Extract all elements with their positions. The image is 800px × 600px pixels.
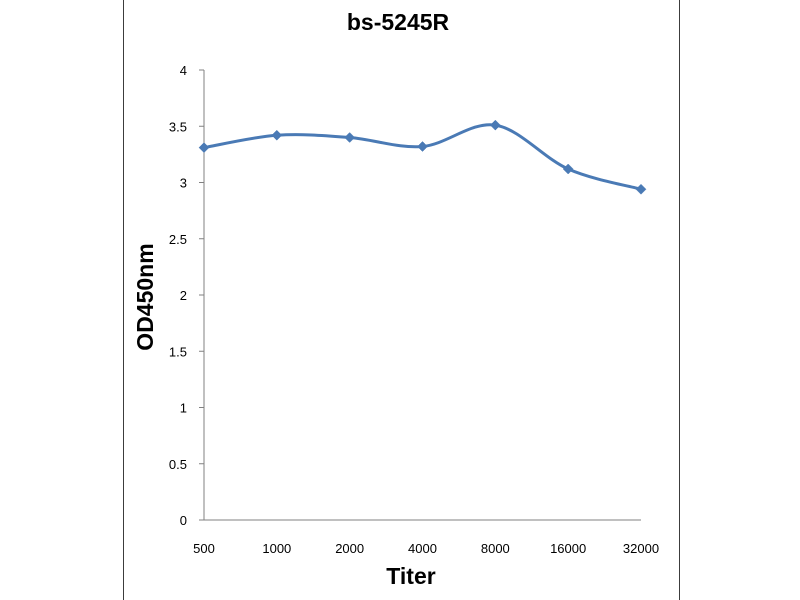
- chart-title: bs-5245R: [347, 9, 450, 35]
- y-axis-ticks: 0 0.5 1 1.5 2 2.5 3 3.5 4: [169, 63, 204, 528]
- x-tick-label: 1000: [262, 541, 291, 556]
- data-point-marker: [271, 129, 283, 141]
- series-group: [198, 119, 647, 195]
- y-tick-label: 3: [180, 176, 187, 191]
- y-axis-title: OD450nm: [132, 243, 158, 350]
- x-axis-ticks: 500 1000 2000 4000 8000 16000 32000: [193, 541, 659, 556]
- x-tick-label: 2000: [335, 541, 364, 556]
- y-tick-label: 1: [180, 401, 187, 416]
- data-point-marker: [489, 119, 501, 131]
- x-tick-label: 500: [193, 541, 215, 556]
- axes: [203, 70, 641, 521]
- y-tick-label: 3.5: [169, 119, 187, 134]
- x-tick-label: 4000: [408, 541, 437, 556]
- y-tick-label: 0: [180, 513, 187, 528]
- x-axis-title: Titer: [386, 563, 435, 589]
- y-tick-label: 2: [180, 288, 187, 303]
- y-tick-label: 2.5: [169, 232, 187, 247]
- x-tick-label: 32000: [623, 541, 659, 556]
- y-tick-label: 0.5: [169, 457, 187, 472]
- y-tick-label: 1.5: [169, 344, 187, 359]
- data-point-marker: [635, 183, 647, 195]
- y-tick-label: 4: [180, 63, 187, 78]
- x-tick-label: 8000: [481, 541, 510, 556]
- data-point-marker: [417, 141, 428, 152]
- data-point-marker: [198, 142, 210, 153]
- chart-frame: [123, 0, 680, 600]
- x-tick-label: 16000: [550, 541, 586, 556]
- data-point-marker: [562, 163, 574, 175]
- data-point-marker: [344, 132, 356, 143]
- series-line: [203, 123, 642, 191]
